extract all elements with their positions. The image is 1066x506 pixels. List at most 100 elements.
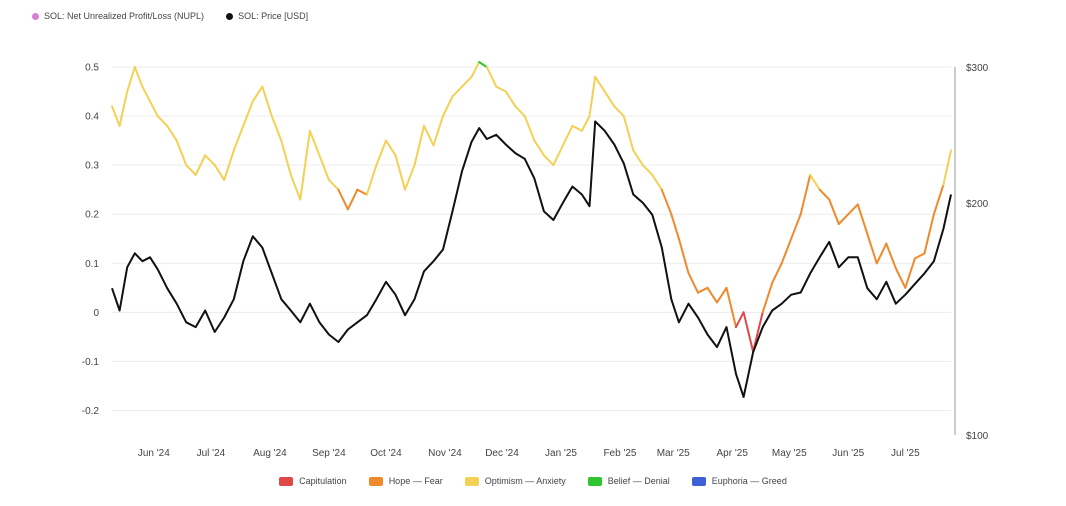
nupl-segment <box>742 311 755 353</box>
nupl-segment <box>706 286 718 304</box>
legend-bottom: Capitulation Hope — Fear Optimism — Anxi… <box>0 476 1066 486</box>
nupl-segment <box>613 105 625 118</box>
x-tick-label: Jun '25 <box>832 448 864 459</box>
nupl-segment <box>204 154 216 167</box>
nupl-segment <box>687 272 699 294</box>
y-left-tick-label: 0.1 <box>85 259 99 270</box>
nupl-segment <box>697 286 709 294</box>
legend-label-capitulation: Capitulation <box>299 476 347 486</box>
nupl-segment <box>561 124 574 147</box>
legend-item-nupl[interactable]: SOL: Net Unrealized Profit/Loss (NUPL) <box>32 11 204 21</box>
nupl-segment <box>194 154 207 176</box>
nupl-segment <box>213 164 226 181</box>
nupl-segment <box>828 198 840 225</box>
x-tick-label: Feb '25 <box>603 448 636 459</box>
legend-item-hope-fear[interactable]: Hope — Fear <box>368 476 443 486</box>
legend-label-nupl: SOL: Net Unrealized Profit/Loss (NUPL) <box>44 11 205 21</box>
nupl-segment <box>904 257 916 289</box>
x-axis: Jun '24 Jul '24 Aug '24 Sep '24 Oct '24 Nov '… <box>138 448 920 459</box>
nupl-segment <box>856 203 869 235</box>
nupl-segment <box>413 124 425 167</box>
y-left-tick-label: 0.2 <box>85 210 99 221</box>
nupl-segment <box>780 237 793 265</box>
price-line <box>111 120 952 398</box>
nupl-segment <box>423 124 435 147</box>
nupl-segment <box>725 286 737 329</box>
nupl-segment <box>141 85 151 103</box>
nupl-segment <box>133 66 144 88</box>
legend-item-capitulation[interactable]: Capitulation <box>279 476 347 486</box>
nupl-segment <box>289 173 302 201</box>
nupl-segment <box>185 164 197 176</box>
nupl-segment <box>337 188 349 211</box>
y-right-tick-label: $100 <box>966 431 989 442</box>
nupl-segment <box>394 154 406 191</box>
price-series <box>111 120 952 398</box>
legend-item-belief-denial[interactable]: Belief — Denial <box>587 476 670 486</box>
nupl-segment <box>571 124 583 132</box>
nupl-segment <box>942 149 952 186</box>
nupl-segment <box>432 115 444 147</box>
nupl-segment <box>299 129 311 201</box>
x-tick-label: Oct '24 <box>370 448 402 459</box>
nupl-segment <box>442 95 454 118</box>
nupl-series <box>111 61 952 353</box>
nupl-segment <box>251 85 264 103</box>
legend-item-euphoria-greed[interactable]: Euphoria — Greed <box>691 476 787 486</box>
nupl-segment <box>670 213 680 240</box>
nupl-segment <box>716 286 728 304</box>
nupl-segment <box>365 164 378 196</box>
y-axis-right: $300 $200 $100 <box>954 63 989 442</box>
x-tick-label: Sep '24 <box>312 448 346 459</box>
nupl-segment <box>885 242 897 270</box>
nupl-segment <box>761 281 774 314</box>
nupl-segment <box>346 188 359 211</box>
legend-label-price: SOL: Price [USD] <box>238 11 309 21</box>
nupl-segment <box>375 139 387 167</box>
x-tick-label: May '25 <box>772 448 807 459</box>
nupl-segment <box>280 139 292 176</box>
nupl-segment <box>809 173 821 191</box>
y-left-tick-label: 0 <box>93 308 99 319</box>
legend-item-optimism-anxiety[interactable]: Optimism — Anxiety <box>464 476 566 486</box>
nupl-segment <box>651 173 663 191</box>
nupl-segment <box>771 262 783 284</box>
legend-label-hope-fear: Hope — Fear <box>388 476 443 486</box>
nupl-segment <box>523 115 536 142</box>
nupl-segment <box>232 124 245 152</box>
nupl-segment <box>495 85 507 93</box>
legend-label-optimism-anxiety: Optimism — Anxiety <box>484 476 566 486</box>
nupl-segment <box>790 213 802 240</box>
legend-top: SOL: Net Unrealized Profit/Loss (NUPL) S… <box>32 11 308 21</box>
x-tick-label: Dec '24 <box>485 448 519 459</box>
y-axis-left: 0.5 0.4 0.3 0.2 0.1 0 -0.1 -0.2 <box>82 63 100 417</box>
legend-label-belief-denial: Belief — Denial <box>607 476 670 486</box>
legend-swatch-capitulation <box>279 476 294 486</box>
nupl-segment <box>818 188 831 201</box>
nupl-segment <box>461 75 473 88</box>
y-right-tick-label: $300 <box>966 63 989 74</box>
nupl-segment <box>166 124 178 142</box>
legend-dot-price <box>226 12 234 20</box>
legend-item-price[interactable]: SOL: Price [USD] <box>226 11 308 21</box>
nupl-segment <box>735 311 745 329</box>
y-left-tick-label: 0.5 <box>85 63 99 74</box>
nupl-segment <box>923 213 935 255</box>
nupl-segment <box>156 115 169 127</box>
legend-label-euphoria-greed: Euphoria — Greed <box>711 476 787 486</box>
x-tick-label: Nov '24 <box>428 448 462 459</box>
nupl-segment <box>588 75 597 118</box>
nupl-segment <box>677 237 690 275</box>
x-tick-label: Jun '24 <box>138 448 170 459</box>
nupl-segment <box>580 115 591 132</box>
nupl-segment <box>327 178 340 191</box>
x-tick-label: Mar '25 <box>657 448 690 459</box>
y-left-tick-label: 0.3 <box>85 161 99 172</box>
x-tick-label: Jul '25 <box>891 448 920 459</box>
legend-swatch-hope-fear <box>368 476 383 486</box>
nupl-segment <box>242 100 254 127</box>
y-left-tick-label: -0.1 <box>82 357 100 368</box>
legend-swatch-euphoria-greed <box>691 476 706 486</box>
nupl-segment <box>837 213 850 225</box>
nupl-segment <box>552 144 564 167</box>
